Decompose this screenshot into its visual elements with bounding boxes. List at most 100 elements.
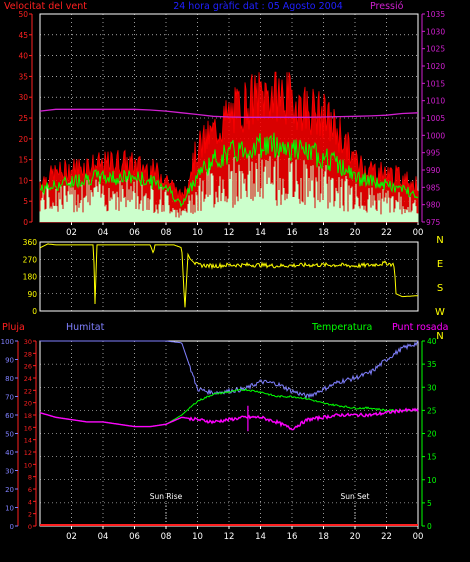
- temperature-right-tick-label: 40: [427, 337, 437, 346]
- rain-tick-label: 6: [28, 486, 32, 494]
- pressure-right-tick-label: 985: [426, 183, 441, 192]
- wind-average-series: [39, 132, 419, 208]
- wind-left-tick-label: 0: [23, 218, 28, 227]
- direction-compass-label: N: [436, 331, 443, 342]
- humidity-left-tick-label: 80: [5, 375, 14, 383]
- humidity-left-tick-label: 50: [5, 431, 14, 439]
- rain-tick-label: 2: [28, 511, 32, 519]
- wind-left-tick-label: 10: [18, 176, 28, 185]
- direction-compass-label: E: [437, 259, 443, 270]
- pressure-right-tick-label: 995: [426, 149, 441, 158]
- rain-tick-label: 20: [24, 400, 32, 408]
- pressure-right-tick-label: 1005: [426, 114, 445, 123]
- rain-tick-label: 18: [24, 412, 32, 420]
- direction-left-tick-label: 0: [32, 307, 37, 316]
- direction-compass-label: W: [435, 307, 445, 318]
- wind-panel-xtick-label: 22: [381, 228, 392, 238]
- wind-panel-xtick-label: 14: [255, 228, 266, 238]
- climate-panel-xtick-label: 00: [413, 532, 424, 542]
- temperature-right-tick-label: 35: [427, 360, 437, 369]
- humidity-left-tick-label: 20: [5, 486, 14, 494]
- rain-tick-label: 24: [24, 375, 32, 383]
- wind-direction-series: [39, 243, 418, 308]
- humidity-left-tick-label: 0: [10, 523, 14, 531]
- rain-tick-label: 14: [24, 437, 32, 445]
- direction-compass-label: N: [436, 235, 443, 246]
- pressure-right-tick-label: 975: [426, 218, 441, 227]
- wind-panel-xtick-label: 06: [129, 228, 140, 238]
- temperature-right-tick-label: 30: [427, 383, 437, 392]
- wind-panel-xtick-label: 00: [413, 228, 424, 238]
- pressure-right-tick-label: 1035: [426, 10, 445, 19]
- humidity-left-tick-label: 60: [5, 412, 14, 420]
- climate-panel-xtick-label: 20: [350, 532, 361, 542]
- wind-left-tick-label: 5: [23, 197, 28, 206]
- climate-panel-xtick-label: 10: [192, 532, 203, 542]
- climate-panel-xtick-label: 08: [161, 532, 172, 542]
- pressure-right-tick-label: 1015: [426, 79, 445, 88]
- rain-axis-label: Pluja: [2, 322, 25, 333]
- direction-left-tick-label: 270: [23, 255, 38, 264]
- wind-left-tick-label: 15: [18, 156, 28, 165]
- wind-panel-xtick-label: 02: [66, 228, 77, 238]
- climate-panel-xtick-label: 04: [98, 532, 109, 542]
- climate-panel-xtick-label: 18: [318, 532, 329, 542]
- temperature-right-tick-label: 0: [427, 522, 432, 531]
- temperature-right-tick-label: 5: [427, 499, 432, 508]
- pressure-series: [39, 108, 419, 118]
- wind-left-tick-label: 25: [18, 114, 28, 123]
- humidity-left-tick-label: 70: [5, 394, 14, 402]
- wind-panel-xtick-label: 10: [192, 228, 203, 238]
- humidity-left-tick-label: 90: [5, 357, 14, 365]
- sun-marker-label: Sun Rise: [150, 492, 183, 501]
- climate-panel-xtick-label: 14: [255, 532, 266, 542]
- climate-panel-xtick-label: 16: [287, 532, 298, 542]
- wind-left-tick-label: 50: [18, 10, 28, 19]
- rain-tick-label: 26: [24, 363, 32, 371]
- rain-tick-label: 8: [28, 474, 32, 482]
- wind-panel-xtick-label: 16: [287, 228, 298, 238]
- dewpoint-axis-label: Punt rosada: [392, 322, 448, 333]
- wind-left-tick-label: 45: [18, 31, 28, 40]
- wind-panel-xtick-label: 20: [350, 228, 361, 238]
- temperature-right-tick-label: 25: [427, 406, 437, 415]
- pressure-right-tick-label: 1010: [426, 97, 445, 106]
- direction-left-tick-label: 360: [23, 238, 38, 247]
- humidity-left-tick-label: 40: [5, 449, 14, 457]
- direction-left-tick-label: 90: [27, 290, 37, 299]
- pressure-right-tick-label: 990: [426, 166, 441, 175]
- sun-marker-label: Sun Set: [341, 492, 370, 501]
- temperature-right-tick-label: 10: [427, 476, 437, 485]
- rain-tick-label: 10: [24, 461, 32, 469]
- humidity-series: [40, 340, 419, 400]
- pressure-right-tick-label: 1030: [426, 27, 445, 36]
- pressure-right-tick-label: 1025: [426, 45, 445, 54]
- rain-tick-label: 16: [24, 424, 32, 432]
- wind-panel-xtick-label: 12: [224, 228, 235, 238]
- wind-panel-xtick-label: 08: [161, 228, 172, 238]
- wind-left-tick-label: 30: [18, 93, 28, 102]
- humidity-axis-label: Humitat: [66, 322, 105, 333]
- wind-panel-xtick-label: 04: [98, 228, 109, 238]
- wind-panel-xtick-label: 18: [318, 228, 329, 238]
- dewpoint-series: [39, 407, 419, 431]
- pressure-right-tick-label: 1000: [426, 131, 445, 140]
- humidity-left-tick-label: 30: [5, 468, 14, 476]
- direction-compass-label: S: [437, 283, 443, 294]
- direction-left-tick-label: 180: [23, 273, 38, 282]
- climate-panel-xtick-label: 02: [66, 532, 77, 542]
- wind-left-tick-label: 20: [18, 135, 28, 144]
- climate-panel-xtick-label: 12: [224, 532, 235, 542]
- wind-left-tick-label: 40: [18, 52, 28, 61]
- rain-tick-label: 0: [28, 523, 32, 531]
- humidity-left-tick-label: 10: [5, 505, 14, 513]
- wind-left-tick-label: 35: [18, 72, 28, 81]
- rain-tick-label: 12: [24, 449, 32, 457]
- temperature-right-tick-label: 20: [427, 430, 437, 439]
- rain-tick-label: 22: [24, 387, 32, 395]
- pressure-axis-label: Pressió: [370, 1, 404, 12]
- pressure-right-tick-label: 1020: [426, 62, 445, 71]
- climate-panel-xtick-label: 06: [129, 532, 140, 542]
